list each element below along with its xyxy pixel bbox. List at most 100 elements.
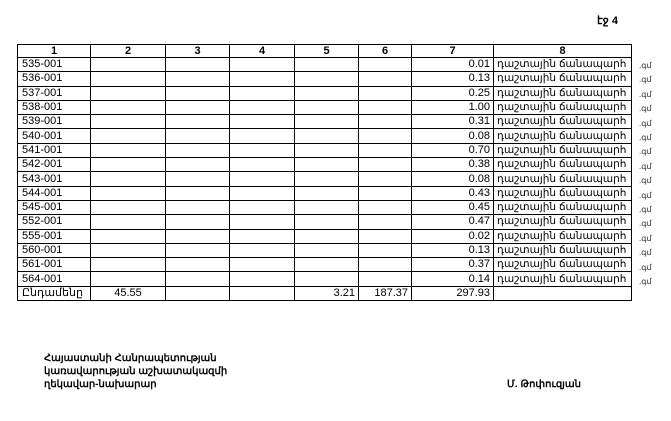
- margin-fragment: .գմ: [639, 219, 652, 229]
- margin-fragment: .գմ: [639, 75, 652, 85]
- empty-cell: [294, 71, 359, 87]
- empty-cell: [358, 199, 412, 216]
- area-value: 0.13: [411, 242, 494, 259]
- table-row: 540-001 0.08 դաշտային ճանապարհ: [17, 128, 632, 144]
- column-header-2: 2: [90, 44, 166, 58]
- margin-fragment: .գմ: [639, 133, 652, 142]
- empty-cell: [229, 214, 295, 230]
- empty-cell: [358, 157, 412, 173]
- empty-cell: [229, 56, 295, 73]
- table-row: 541-001 0.70 դաշտային ճանապարհ: [17, 142, 632, 159]
- parcel-code: 535-001: [17, 56, 91, 73]
- parcel-code: 541-001: [17, 142, 91, 159]
- empty-cell: [358, 71, 412, 87]
- empty-cell: [165, 228, 230, 244]
- empty-cell: [358, 257, 412, 273]
- empty-cell: [165, 271, 230, 287]
- parcel-code: 537-001: [17, 85, 91, 101]
- parcel-code: 545-001: [17, 199, 91, 216]
- margin-fragment: .գմ: [639, 89, 652, 99]
- table-row: 542-001 0.38 դաշտային ճանապարհ: [17, 157, 632, 173]
- land-type: դաշտային ճանապարհ: [493, 56, 632, 73]
- land-type: դաշտային ճանապարհ: [493, 228, 632, 244]
- empty-cell: [229, 285, 295, 302]
- table-row: 545-001 0.45 դաշտային ճանապարհ: [17, 199, 632, 216]
- empty-cell: [358, 99, 412, 116]
- empty-cell: [90, 271, 166, 287]
- empty-cell: [165, 257, 230, 273]
- column-header-5: 5: [294, 44, 359, 58]
- empty-cell: [165, 242, 230, 259]
- empty-cell: [90, 114, 166, 130]
- land-type: դաշտային ճանապարհ: [493, 257, 632, 273]
- area-value: 0.38: [411, 157, 494, 173]
- land-type: դաշտային ճանապարհ: [493, 85, 632, 101]
- parcel-code: 561-001: [17, 257, 91, 273]
- empty-cell: [229, 242, 295, 259]
- area-value: 0.14: [411, 271, 494, 287]
- parcel-code: 552-001: [17, 214, 91, 230]
- parcel-code: 540-001: [17, 128, 91, 144]
- parcel-code: 543-001: [17, 171, 91, 187]
- land-type: դաշտային ճանապարհ: [493, 142, 632, 159]
- empty-cell: [165, 114, 230, 130]
- empty-cell: [229, 185, 295, 201]
- empty-cell: [165, 214, 230, 230]
- table-row: 543-001 0.08 դաշտային ճանապարհ: [17, 171, 632, 187]
- empty-cell: [165, 71, 230, 87]
- land-type: դաշտային ճանապարհ: [493, 271, 632, 287]
- land-type: դաշտային ճանապարհ: [493, 114, 632, 130]
- column-header-4: 4: [229, 44, 295, 58]
- margin-fragment: .գմ: [639, 147, 652, 157]
- empty-cell: [294, 271, 359, 287]
- empty-cell: [358, 142, 412, 159]
- margin-fragment: .գմ: [639, 190, 652, 200]
- empty-cell: [229, 71, 295, 87]
- table-row: 539-001 0.31 դաշտային ճանապարհ: [17, 114, 632, 130]
- land-type: դաշտային ճանապարհ: [493, 171, 632, 187]
- signature-line-3: ղեկավար-նախարար: [44, 379, 157, 390]
- empty-cell: [229, 228, 295, 244]
- empty-cell: [90, 157, 166, 173]
- parcel-code: 555-001: [17, 228, 91, 244]
- area-value: 0.43: [411, 185, 494, 201]
- empty-cell: [165, 128, 230, 144]
- empty-cell: [90, 214, 166, 230]
- empty-cell: [358, 171, 412, 187]
- area-value: 0.45: [411, 199, 494, 216]
- signature-line-2: կառավարության աշխատակազմի: [44, 366, 228, 377]
- empty-cell: [90, 228, 166, 244]
- column-header-8: 8: [493, 44, 632, 58]
- empty-cell: [90, 85, 166, 101]
- parcel-code: 560-001: [17, 242, 91, 259]
- parcel-code: 564-001: [17, 271, 91, 287]
- margin-fragment: .գմ: [639, 161, 652, 171]
- parcel-code: 542-001: [17, 157, 91, 173]
- margin-fragment: .գմ: [639, 104, 652, 114]
- column-header-6: 6: [358, 44, 412, 58]
- empty-cell: [358, 114, 412, 130]
- empty-cell: [294, 228, 359, 244]
- table-row: 537-001 0.25 դաշտային ճանապարհ: [17, 85, 632, 101]
- signatory-name: Մ. Թոփուզյան: [507, 379, 581, 390]
- empty-cell: [294, 142, 359, 159]
- parcel-code: 544-001: [17, 185, 91, 201]
- empty-cell: [294, 128, 359, 144]
- page-number: էջ 4: [597, 15, 618, 27]
- empty-cell: [229, 199, 295, 216]
- empty-cell: [90, 56, 166, 73]
- empty-cell: [294, 171, 359, 187]
- empty-cell: [90, 199, 166, 216]
- empty-cell: [90, 185, 166, 201]
- total-col2: 45.55: [90, 285, 166, 302]
- empty-cell: [90, 242, 166, 259]
- margin-fragment: .գմ: [639, 61, 652, 70]
- land-type: դաշտային ճանապարհ: [493, 99, 632, 116]
- empty-cell: [358, 214, 412, 230]
- empty-cell: [358, 228, 412, 244]
- parcel-code: 539-001: [17, 114, 91, 130]
- table-row: 552-001 0.47 դաշտային ճանապարհ: [17, 214, 632, 230]
